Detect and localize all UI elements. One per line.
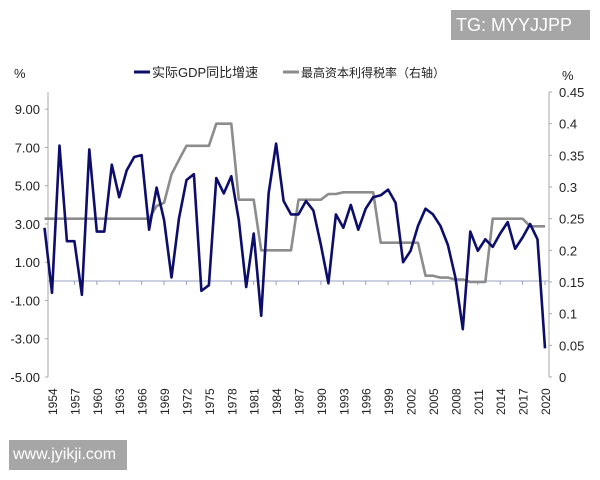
x-tick-label: 1999 [382,388,396,415]
left-axis-unit: % [14,66,26,81]
series-tax-rate [44,122,546,284]
right-tick-label: 0.1 [559,307,577,322]
x-tick-label: 1957 [68,388,82,415]
left-tick-label: 3.00 [15,217,40,232]
x-tick-label: 2002 [405,388,419,415]
right-tick-label: 0.25 [559,212,584,227]
left-tick-label: 1.00 [15,255,40,270]
tax-rate-line [44,122,545,284]
right-tick-label: 0.3 [559,180,577,195]
watermark-bottom: www.jyikji.com [9,440,127,470]
x-tick-label: 1960 [91,388,105,415]
x-tick-label: 1981 [248,388,262,415]
x-tick-label: 1963 [113,388,127,415]
watermark-top: TG: MYYJJPP [451,10,590,40]
left-tick-label: 5.00 [15,179,40,194]
left-tick-label: -5.00 [10,370,40,385]
left-tick-label: -1.00 [10,293,40,308]
right-tick-label: 0 [559,370,566,385]
right-tick-label: 0.15 [559,275,584,290]
x-tick-label: 1975 [203,388,217,415]
legend-tax-label: 最高资本利得税率（右轴） [301,65,445,80]
right-axis-unit: % [562,68,574,83]
x-tick-label: 1987 [293,388,307,415]
x-tick-label: 2014 [494,388,508,415]
legend: 实际GDP同比增速 最高资本利得税率（右轴） [134,65,445,80]
gdp-line [43,142,547,349]
left-tick-label: -3.00 [10,332,40,347]
x-tick-label: 1990 [315,388,329,415]
x-tick-label: 1993 [337,388,351,415]
x-tick-label: 1996 [360,388,374,415]
right-tick-label: 0.2 [559,243,577,258]
x-tick-label: 1978 [225,388,239,415]
x-tick-label: 1972 [180,388,194,415]
left-tick-label: 7.00 [15,140,40,155]
x-tick-label: 1969 [158,388,172,415]
x-tick-label: 2011 [472,389,486,415]
series-gdp [43,142,547,349]
x-tick-label: 1984 [270,388,284,415]
legend-gdp-label: 实际GDP同比增速 [152,65,258,80]
right-tick-label: 0.45 [559,85,584,100]
x-tick-label: 2008 [449,388,463,415]
x-tick-label: 1966 [136,388,150,415]
right-tick-label: 0.4 [559,117,577,132]
x-tick-label: 2020 [539,388,553,415]
x-tick-label: 1954 [46,388,60,415]
right-tick-label: 0.05 [559,338,584,353]
axes [47,92,550,377]
x-tick-label: 2005 [427,388,441,415]
x-tick-label: 2017 [517,388,531,415]
right-tick-label: 0.35 [559,148,584,163]
left-tick-label: 9.00 [15,102,40,117]
